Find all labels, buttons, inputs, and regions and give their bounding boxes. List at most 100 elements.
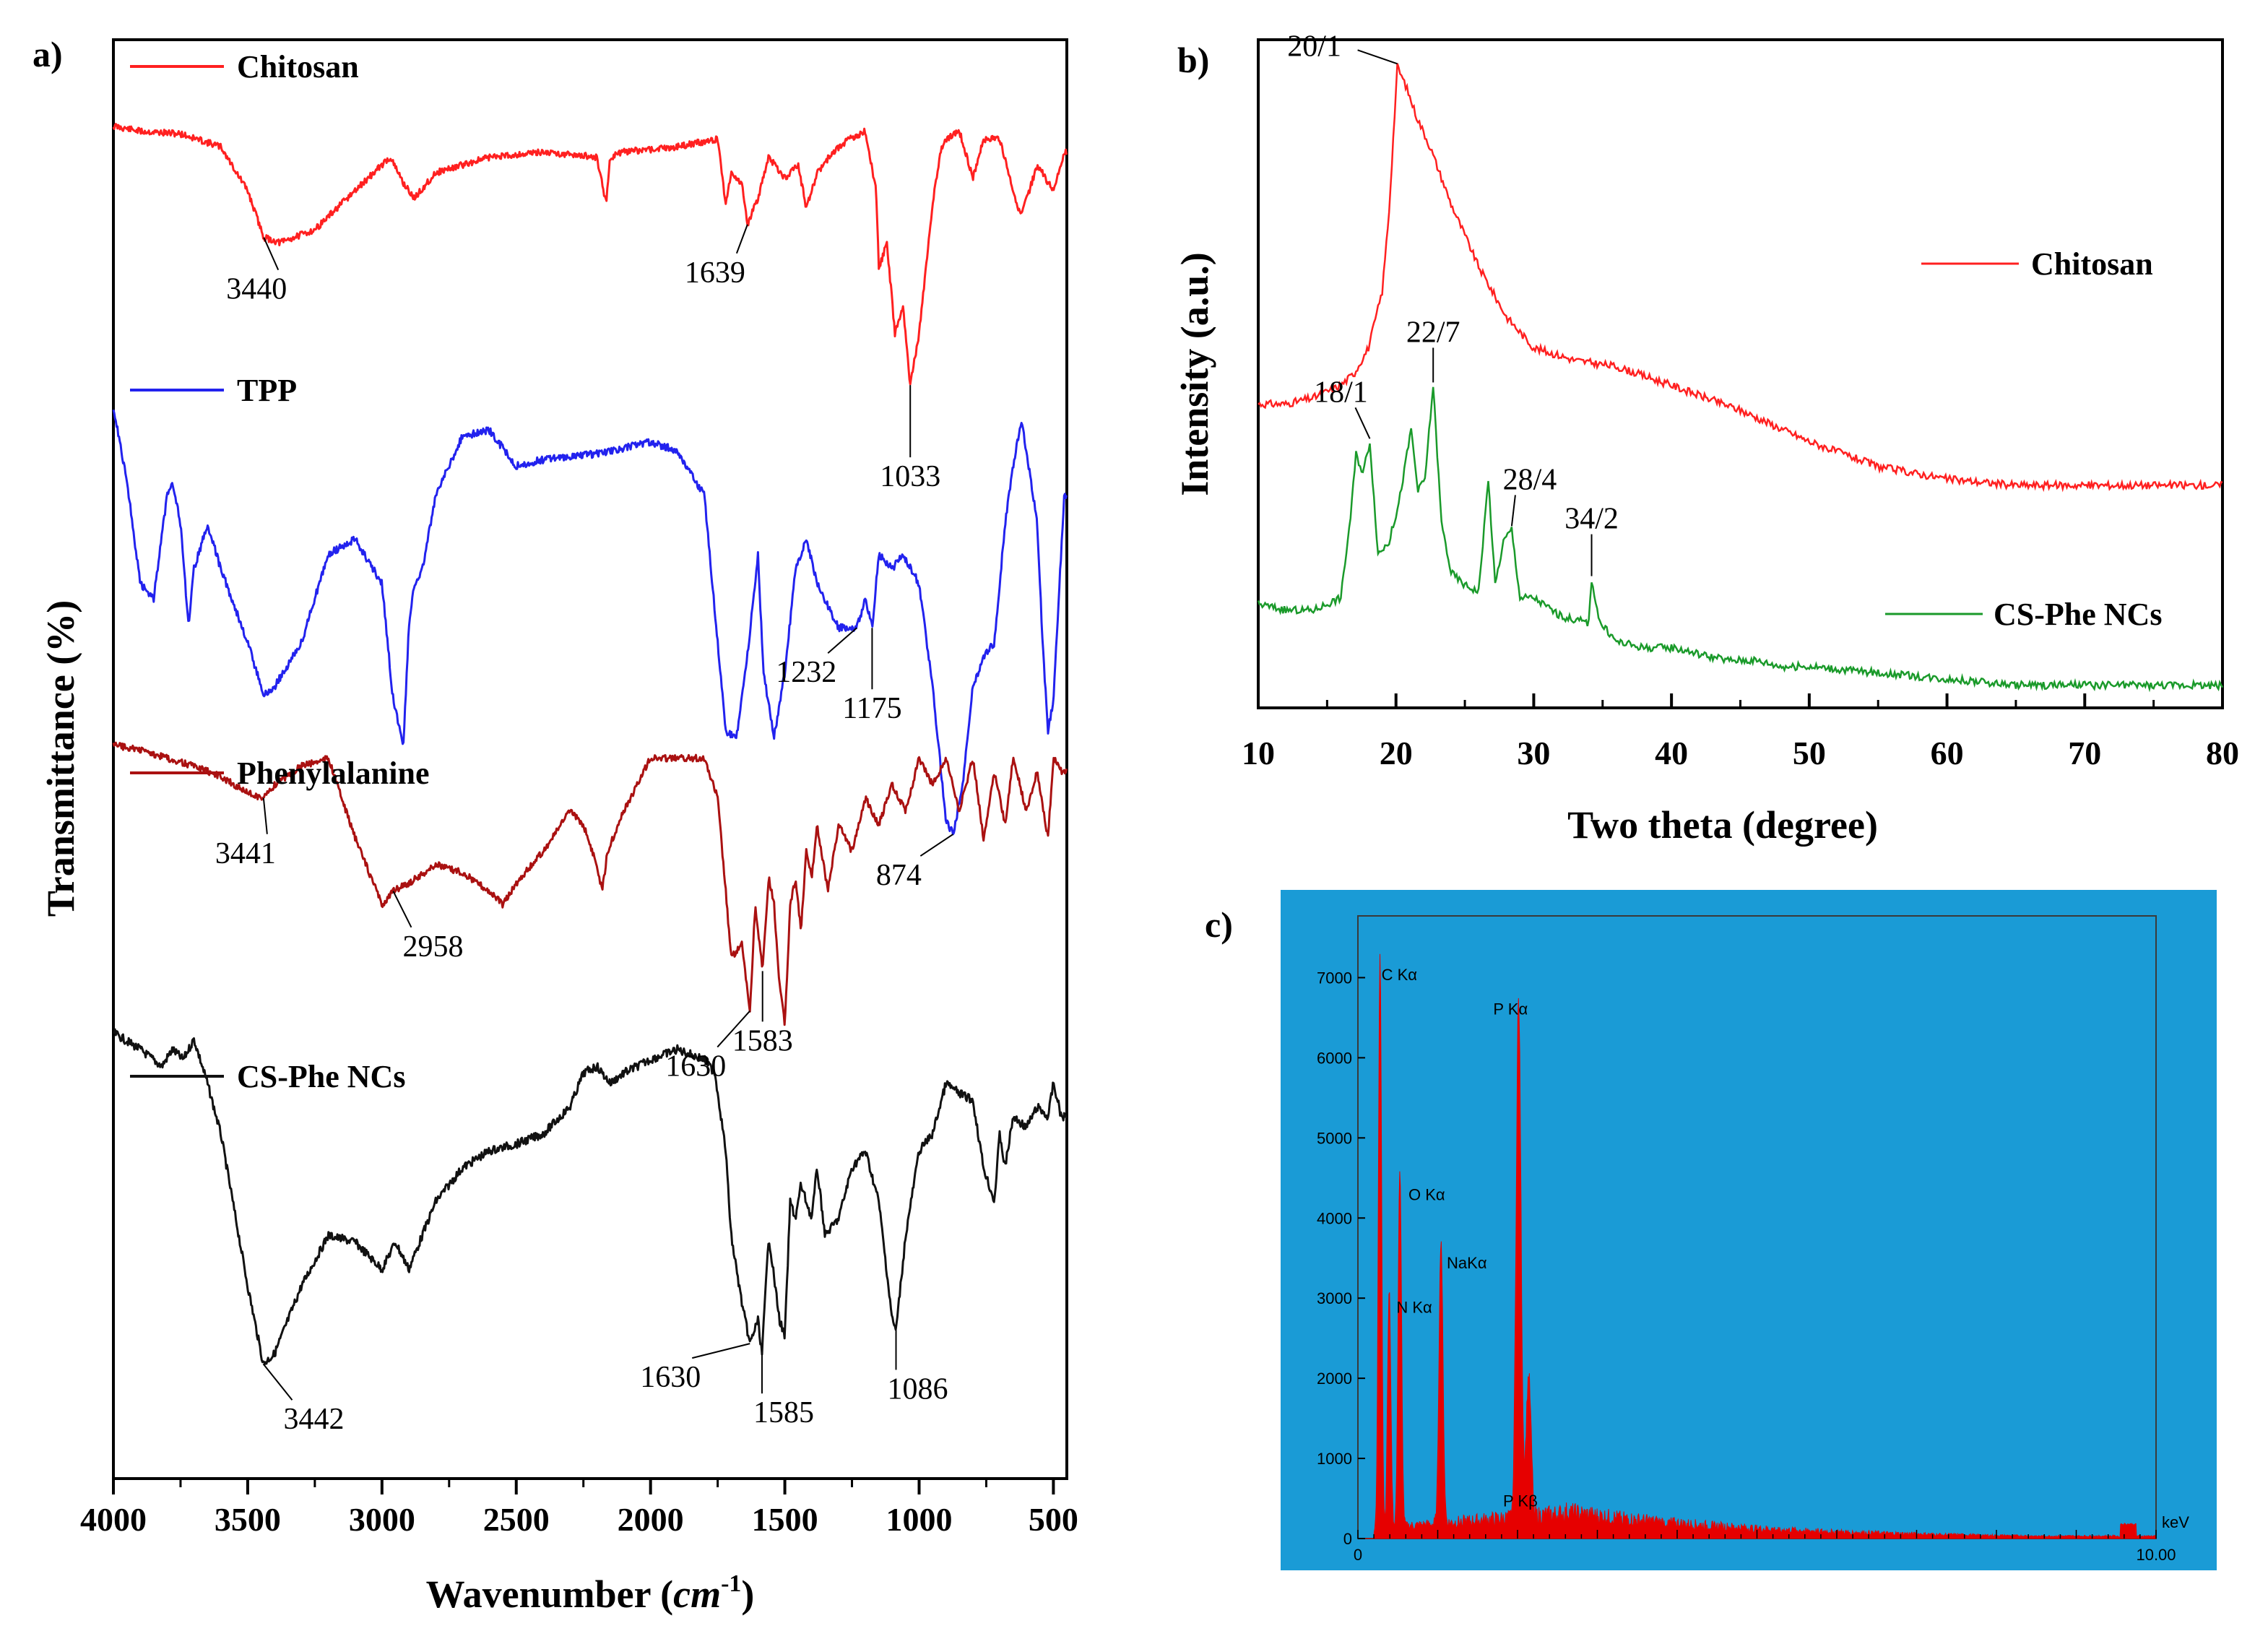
xrd-annotation-leader <box>1354 407 1371 439</box>
ftir-annotation-label: 1033 <box>880 460 940 493</box>
ftir-annotation-leader <box>263 237 280 271</box>
ftir-annotation-leader <box>717 1010 750 1048</box>
ftir-annotation-label: 1232 <box>776 656 836 689</box>
eds-spectrum-area <box>1358 953 2157 1539</box>
xrd-x-tick-label: 10 <box>1242 735 1275 771</box>
xrd-x-tick-label: 30 <box>1517 735 1550 771</box>
xrd-panel: b) Intensity (a.u.) Two theta (degree) 1… <box>1173 30 2239 847</box>
ftir-x-tick-label: 2000 <box>618 1501 684 1538</box>
ftir-x-tick-label: 4000 <box>80 1501 147 1538</box>
panel-a-label: a) <box>33 34 63 74</box>
ftir-annotation-label: 1585 <box>753 1396 814 1429</box>
xrd-x-ticks: 10 20 30 40 50 60 70 80 <box>1242 693 2239 771</box>
xrd-annotation-label: 22/7 <box>1406 316 1460 349</box>
ftir-legend-label: Chitosan <box>237 49 359 85</box>
ftir-annotation-leader <box>691 1343 750 1359</box>
ftir-annotations: 3440 163910331232117587434412958163015833… <box>215 224 953 1436</box>
eds-peak-label: O Kα <box>1408 1185 1445 1203</box>
eds-x-tick-label: 0 <box>1354 1546 1362 1564</box>
ftir-x-ticks: 4000 3500 3000 2500 2000 1500 1000 500 <box>80 1479 1078 1538</box>
eds-y-tick-label: 1000 <box>1317 1450 1352 1468</box>
ftir-annotation-leader <box>392 891 412 928</box>
ftir-series-line <box>112 409 1068 836</box>
xrd-annotations: 20/1 18/1 22/7 28/434/2 <box>1287 30 1619 576</box>
xrd-x-tick-label: 20 <box>1380 735 1413 771</box>
ftir-annotation-leader <box>919 834 953 857</box>
eds-y-tick-label: 6000 <box>1317 1049 1352 1067</box>
ftir-annotation-label: 1086 <box>888 1372 948 1406</box>
ftir-annotation-label: 1630 <box>665 1050 726 1083</box>
eds-y-tick-label: 3000 <box>1317 1289 1352 1307</box>
ftir-annotation-label: 3441 <box>215 837 276 870</box>
ftir-x-axis-title: Wavenumber (cm-1) <box>426 1570 755 1616</box>
ftir-series-line <box>112 123 1068 386</box>
ftir-annotation-leader <box>262 1363 293 1401</box>
xrd-series-line <box>1258 63 2223 493</box>
eds-panel: c) 0 1000 2000 3000 4000 5000 6000 7000 0 10.00 C… <box>1205 890 2217 1570</box>
xrd-x-tick-label: 40 <box>1655 735 1688 771</box>
xrd-legends: Chitosan CS-Phe NCs <box>1885 246 2162 632</box>
ftir-legend-label: TPP <box>237 373 297 408</box>
ftir-legend-label: Phenylalanine <box>237 756 430 791</box>
xrd-legend-label: CS-Phe NCs <box>1994 597 2162 632</box>
xrd-annotation-label: 34/2 <box>1564 503 1619 536</box>
eds-y-tick-label: 0 <box>1343 1530 1352 1548</box>
eds-x-tick-label: 10.00 <box>2136 1546 2176 1564</box>
ftir-x-tick-label: 1000 <box>886 1501 952 1538</box>
xrd-annotation-label: 18/1 <box>1314 376 1368 409</box>
ftir-y-axis-title: Transmittance (%) <box>39 600 82 917</box>
xrd-x-tick-label: 60 <box>1931 735 1964 771</box>
ftir-annotation-leader <box>262 797 268 834</box>
eds-y-tick-label: 5000 <box>1317 1129 1352 1147</box>
xrd-annotation-label: 20/1 <box>1287 30 1341 63</box>
eds-y-tick-label: 4000 <box>1317 1209 1352 1227</box>
ftir-annotation-label: 2958 <box>402 930 463 964</box>
ftir-annotation-label: 1175 <box>842 692 901 725</box>
eds-peak-label: P Kβ <box>1503 1492 1538 1510</box>
ftir-x-tick-label: 3000 <box>349 1501 415 1538</box>
ftir-x-tick-label: 500 <box>1029 1501 1078 1538</box>
ftir-series <box>112 123 1068 1366</box>
xrd-annotation-label: 28/4 <box>1503 463 1557 496</box>
xrd-x-tick-label: 80 <box>2206 735 2239 771</box>
ftir-series-line <box>112 741 1068 1026</box>
xrd-annotation-leader <box>1357 49 1398 65</box>
xrd-y-axis-title: Intensity (a.u.) <box>1173 252 1216 496</box>
ftir-legend-label: CS-Phe NCs <box>237 1059 405 1094</box>
ftir-x-tick-label: 3500 <box>215 1501 281 1538</box>
ftir-annotation-leader <box>735 224 748 254</box>
ftir-annotation-label: 3440 <box>226 273 287 306</box>
eds-peak-label: P Kα <box>1493 1000 1528 1018</box>
ftir-annotation-label: 874 <box>876 859 922 892</box>
ftir-x-tick-label: 2500 <box>483 1501 550 1538</box>
eds-y-tick-label: 2000 <box>1317 1370 1352 1388</box>
xrd-x-tick-label: 70 <box>2068 735 2101 771</box>
ftir-panel: a) Transmittance (%) Wavenumber (cm-1) 4… <box>33 34 1078 1616</box>
ftir-x-tick-label: 1500 <box>752 1501 818 1538</box>
eds-peak-label: NaKα <box>1447 1254 1487 1272</box>
ftir-annotation-label: 1639 <box>685 256 745 290</box>
ftir-annotation-label: 3442 <box>283 1403 344 1436</box>
xrd-annotation-leader <box>1510 495 1516 527</box>
xrd-legend-label: Chitosan <box>2031 246 2153 282</box>
ftir-annotation-label: 1630 <box>640 1361 701 1394</box>
panel-c-label: c) <box>1205 904 1233 945</box>
ftir-series-line <box>113 1028 1068 1366</box>
ftir-plot-frame <box>112 38 1068 1480</box>
xrd-x-axis-title: Two theta (degree) <box>1567 803 1878 847</box>
eds-y-tick-label: 7000 <box>1317 969 1352 987</box>
eds-spectrum <box>1358 953 2157 1539</box>
xrd-x-tick-label: 50 <box>1793 735 1826 771</box>
ftir-legends: Chitosan TPP Phenylalanine CS-Phe NCs <box>130 49 430 1094</box>
eds-x-unit: keV <box>2162 1513 2189 1531</box>
eds-ticks: 0 1000 2000 3000 4000 5000 6000 7000 0 10.00 <box>1317 969 2176 1564</box>
panel-b-label: b) <box>1177 40 1209 80</box>
eds-background <box>1281 890 2217 1570</box>
ftir-annotation-leader <box>827 627 857 654</box>
eds-peak-labels: C Kα N Kα O Kα NaKα P Kα P Kβ <box>1382 966 1538 1510</box>
eds-peak-label: N Kα <box>1396 1299 1432 1317</box>
ftir-annotation-label: 1583 <box>732 1024 793 1057</box>
xrd-series-line <box>1257 386 2224 693</box>
xrd-series <box>1257 63 2224 693</box>
